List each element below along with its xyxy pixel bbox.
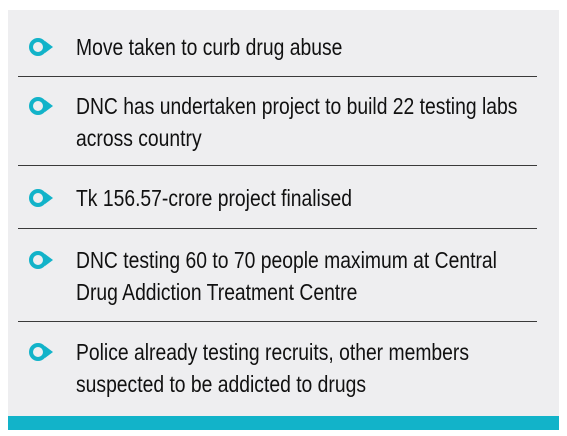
- item-text: DNC has undertaken project to build 22 t…: [76, 93, 518, 151]
- bullet-icon: [29, 251, 53, 269]
- item-text: Police already testing recruits, other m…: [76, 339, 470, 397]
- item-text: DNC testing 60 to 70 people maximum at C…: [76, 247, 497, 305]
- separator: [18, 228, 537, 229]
- bullet-icon: [29, 343, 53, 361]
- panel: [8, 10, 559, 416]
- bullet-icon: [29, 189, 53, 207]
- item-text: Move taken to curb drug abuse: [76, 34, 343, 60]
- separator: [18, 76, 537, 77]
- footer-bar: [8, 416, 559, 430]
- bullet-icon: [29, 38, 53, 56]
- item-text: Tk 156.57-crore project finalised: [76, 185, 352, 211]
- separator: [18, 321, 537, 322]
- bullet-icon: [29, 97, 53, 115]
- separator: [18, 165, 537, 166]
